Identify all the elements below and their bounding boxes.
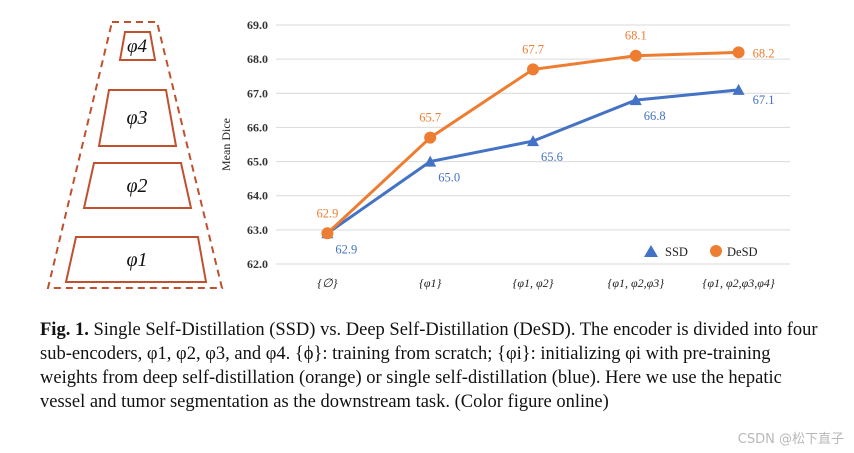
figure-panel: φ4 φ3 φ2 φ1 62.0 63.0 64.0 65.0 66.0 67.0 68.0… [46,18,790,290]
ssd-point-marker [629,94,642,106]
y-tick-label: 62.0 [247,257,268,271]
chart-gridlines [276,24,790,265]
mean-dice-line-chart: 62.0 63.0 64.0 65.0 66.0 67.0 68.0 69.0 Mean Di… [219,18,790,290]
ssd-data-label: 67.1 [753,93,775,107]
desd-point-marker [527,63,539,76]
ssd-data-label: 66.8 [644,109,666,123]
desd-point-marker [732,46,745,59]
ssd-data-label: 65.6 [541,150,563,164]
ssd-point-marker [424,155,437,167]
chart-series: 62.9 65.0 65.6 66.8 67.1 62.9 65.7 67.7 68.1 68.2 [316,29,774,257]
y-tick-label: 67.0 [247,86,268,100]
sub-encoder-label-3: φ3 [126,107,147,129]
encoder-outline-dashed [46,21,224,289]
desd-data-label: 68.1 [625,29,647,43]
y-tick-label: 65.0 [247,155,268,169]
desd-data-label: 65.7 [419,111,441,125]
ssd-data-label: 62.9 [335,242,357,256]
ssd-point-marker [527,135,539,147]
ssd-data-label: 65.0 [438,171,460,185]
sub-encoder-block-1 [64,236,208,283]
x-tick-label: {φ1} [419,276,441,290]
ssd-point-marker [732,83,745,95]
caption-figure-label: Fig. 1. [40,320,89,340]
sub-encoder-block-3 [97,89,178,147]
x-tick-label: {φ1, φ2} [513,276,554,290]
watermark: CSDN @松下直子 [737,432,844,447]
chart-legend: SSD DeSD [644,245,758,259]
legend-desd-label: DeSD [727,245,758,259]
sub-encoder-block-2 [82,162,193,209]
legend-ssd-label: SSD [665,245,688,259]
y-tick-label: 64.0 [247,189,268,203]
x-tick-label: {φ1, φ2,φ3,φ4} [703,276,775,290]
x-axis-tick-labels: {∅} {φ1} {φ1, φ2} {φ1, φ2,φ3} {φ1, φ2,φ3,φ4} [317,276,775,290]
desd-data-label: 68.2 [753,46,775,60]
y-tick-label: 69.0 [247,18,268,32]
sub-encoder-label-4: φ4 [127,36,148,57]
desd-point-marker [424,131,437,144]
sub-encoder-block-4 [118,31,157,61]
desd-point-marker [321,227,334,240]
legend-desd-marker [710,245,722,257]
sub-encoder-label-1: φ1 [126,249,147,271]
y-axis-label: Mean Dice [219,118,233,171]
legend-ssd-marker [644,245,658,257]
caption-text: Single Self-Distillation (SSD) vs. Deep … [40,320,818,412]
y-tick-label: 66.0 [247,120,268,134]
x-tick-label: {φ1, φ2,φ3} [608,276,665,290]
y-tick-label: 68.0 [247,52,268,66]
y-axis-tick-labels: 62.0 63.0 64.0 65.0 66.0 67.0 68.0 69.0 [247,18,268,271]
y-tick-label: 63.0 [247,223,268,237]
desd-data-label: 62.9 [316,206,338,220]
desd-point-marker [629,49,642,62]
x-tick-label: {∅} [317,276,337,290]
encoder-diagram: φ4 φ3 φ2 φ1 [46,21,224,289]
sub-encoder-label-2: φ2 [126,175,147,197]
desd-data-label: 67.7 [522,42,544,56]
figure-caption: Fig. 1. Single Self-Distillation (SSD) v… [40,318,830,414]
